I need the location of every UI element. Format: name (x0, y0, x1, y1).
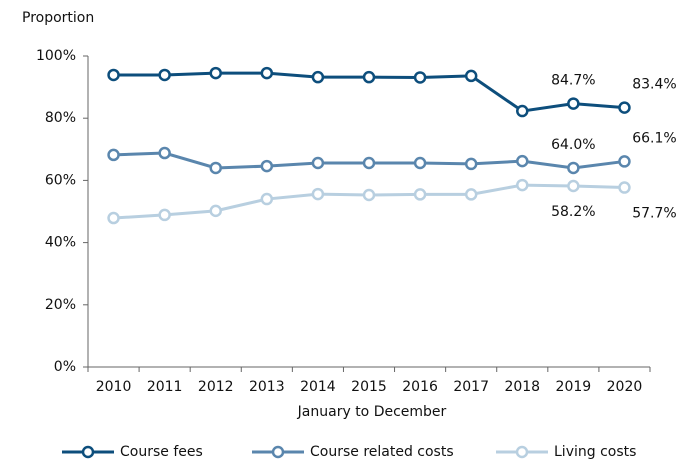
marker (107, 211, 120, 225)
y-tick-label: 20% (45, 297, 76, 313)
marker (158, 208, 171, 222)
x-tick-label: 2012 (198, 379, 234, 395)
marker (362, 188, 376, 202)
marker (464, 188, 478, 201)
marker (464, 157, 478, 171)
x-tick-label: 2011 (147, 379, 183, 395)
marker (311, 156, 325, 170)
legend-label: Course related costs (310, 444, 454, 460)
x-tick-label: 2019 (556, 379, 592, 395)
y-tick-label: 0% (54, 359, 76, 375)
data-label: 84.7% (551, 73, 595, 89)
marker (362, 70, 376, 84)
y-tick-label: 60% (45, 172, 76, 188)
marker (107, 148, 120, 162)
legend-marker (515, 445, 529, 459)
x-tick-label: 2018 (504, 379, 540, 395)
marker (260, 66, 274, 80)
marker (567, 97, 580, 110)
x-tick-label: 2014 (300, 379, 336, 395)
x-tick-label: 2013 (249, 379, 285, 395)
y-tick-label: 100% (36, 48, 76, 64)
legend-label: Living costs (554, 444, 636, 460)
marker (362, 156, 376, 170)
marker (311, 187, 325, 201)
marker (209, 66, 222, 80)
marker (618, 181, 631, 194)
marker (413, 71, 427, 84)
marker (311, 70, 325, 84)
marker (209, 161, 222, 175)
x-tick-label: 2015 (351, 379, 387, 395)
data-label: 83.4% (632, 77, 676, 93)
marker (260, 159, 274, 173)
data-label: 66.1% (632, 130, 676, 146)
x-tick-label: 2016 (402, 379, 438, 395)
x-tick-label: 2020 (607, 379, 643, 395)
data-label: 57.7% (632, 206, 676, 222)
x-tick-label: 2017 (453, 379, 489, 395)
marker (516, 104, 529, 118)
marker (516, 154, 529, 168)
x-axis-title: January to December (297, 404, 447, 420)
marker (618, 155, 631, 168)
marker (413, 156, 427, 170)
marker (158, 68, 171, 82)
marker (107, 68, 120, 82)
x-tick-label: 2010 (96, 379, 132, 395)
y-tick-label: 40% (45, 235, 76, 251)
marker (413, 188, 427, 201)
data-label: 64.0% (551, 137, 595, 153)
marker (464, 69, 478, 83)
legend-label: Course fees (120, 444, 203, 460)
marker (158, 146, 171, 160)
y-tick-label: 80% (45, 110, 76, 126)
data-label: 58.2% (551, 204, 595, 220)
marker (209, 204, 222, 218)
marker (567, 179, 580, 193)
legend-marker (81, 445, 95, 459)
marker (567, 161, 580, 175)
legend-marker (271, 445, 285, 459)
marker (516, 178, 529, 192)
marker (260, 192, 274, 206)
y-axis-title: Proportion (22, 10, 94, 26)
marker (618, 101, 631, 114)
